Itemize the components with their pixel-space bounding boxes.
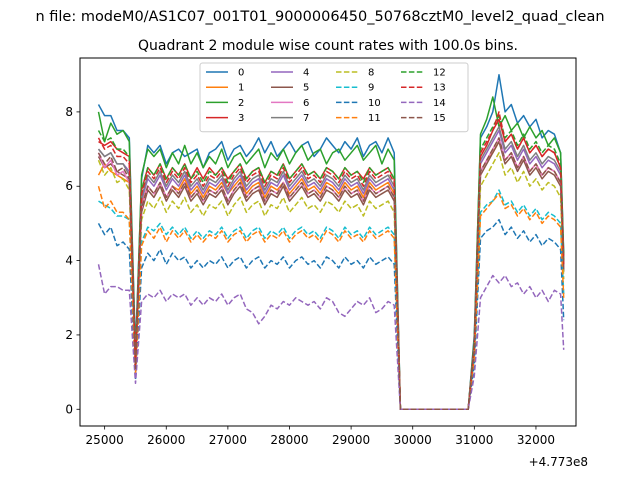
x-tick-label: 32000 — [517, 433, 555, 447]
series-line-7 — [97, 126, 565, 411]
series-line-5 — [97, 140, 565, 411]
legend-label-9: 9 — [368, 83, 374, 94]
figure-suptitle: n file: modeM0/AS1C07_001T01_9000006450_… — [35, 9, 604, 25]
y-tick-label: 8 — [65, 105, 73, 119]
legend-box — [199, 62, 469, 133]
y-tick-label: 2 — [65, 328, 73, 342]
legend-label-3: 3 — [238, 113, 244, 124]
series-line-11 — [97, 186, 565, 411]
series-line-4 — [97, 129, 565, 411]
x-tick-label: 30000 — [394, 433, 432, 447]
series-line-14 — [97, 264, 565, 411]
series-line-10 — [97, 218, 565, 411]
series-line-2 — [97, 96, 565, 411]
legend-label-2: 2 — [238, 98, 244, 109]
legend-label-10: 10 — [368, 98, 381, 109]
series-line-8 — [97, 152, 565, 411]
x-tick-label: 31000 — [455, 433, 493, 447]
x-axis: 25000 26000 27000 28000 29000 30000 31000 32000 — [86, 426, 555, 447]
legend-label-14: 14 — [433, 98, 446, 109]
legend-label-4: 4 — [303, 68, 309, 79]
legend-label-0: 0 — [238, 68, 244, 79]
x-tick-label: 29000 — [332, 433, 370, 447]
x-offset-label: +4.773e8 — [529, 455, 588, 469]
legend-label-11: 11 — [368, 113, 381, 124]
series-line-15 — [97, 137, 565, 411]
legend-label-12: 12 — [433, 68, 446, 79]
series-line-0 — [97, 73, 565, 411]
y-tick-label: 0 — [65, 402, 73, 416]
y-tick-label: 6 — [65, 179, 73, 193]
x-tick-label: 28000 — [270, 433, 308, 447]
plot-lines — [97, 73, 565, 411]
series-line-9 — [98, 189, 565, 411]
y-axis: 0 2 4 6 8 — [65, 105, 80, 416]
legend-label-7: 7 — [303, 113, 309, 124]
chart-title: Quadrant 2 module wise count rates with … — [138, 38, 518, 54]
x-tick-label: 25000 — [86, 433, 124, 447]
legend-label-15: 15 — [433, 113, 446, 124]
x-tick-label: 26000 — [147, 433, 185, 447]
legend-label-8: 8 — [368, 68, 374, 79]
series-line-13 — [97, 111, 565, 411]
legend-label-6: 6 — [303, 98, 309, 109]
y-tick-label: 4 — [65, 254, 73, 268]
legend-label-1: 1 — [238, 83, 244, 94]
x-tick-label: 27000 — [209, 433, 247, 447]
series-line-12 — [97, 114, 565, 411]
plot-frame — [79, 57, 577, 427]
legend-label-5: 5 — [303, 83, 309, 94]
legend-label-13: 13 — [433, 83, 446, 94]
